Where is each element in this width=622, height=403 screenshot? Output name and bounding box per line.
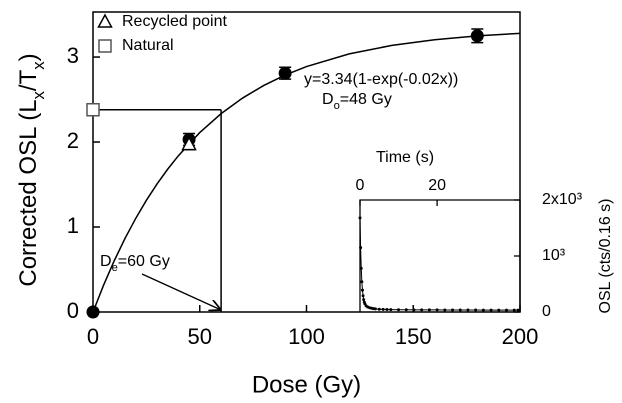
legend-label: Recycled point	[122, 13, 228, 30]
point	[278, 66, 292, 80]
decay-point	[497, 308, 501, 312]
y-tick-label: 0	[67, 298, 79, 323]
decay-point	[359, 246, 363, 250]
x-tick-label: 200	[502, 324, 539, 349]
decay-line	[359, 217, 519, 311]
decay-point	[385, 307, 389, 311]
point	[181, 136, 197, 151]
decay-point	[505, 308, 509, 312]
inset-x-tick-label: 0	[356, 177, 365, 194]
decay-point	[512, 308, 516, 312]
decay-point	[451, 308, 455, 312]
decay-point	[489, 308, 493, 312]
inset-frame	[359, 199, 521, 312]
decay-point	[381, 307, 385, 311]
y-tick-label: 3	[67, 43, 79, 68]
inset-x-title: Time (s)	[376, 149, 434, 166]
point	[86, 305, 100, 319]
text-part: =48 Gy	[340, 91, 392, 108]
decay-point	[516, 308, 520, 312]
de-arrow	[141, 273, 221, 310]
text-part: D	[322, 91, 334, 108]
decay-point	[435, 308, 439, 312]
decay-point	[404, 308, 408, 312]
inset-y-tick-label: 0	[542, 303, 551, 320]
legend-label: Natural	[122, 37, 174, 54]
decay-point	[466, 308, 470, 312]
inset-y-tick-label: 10³	[542, 247, 566, 264]
decay-point	[420, 308, 424, 312]
decay-point	[361, 294, 365, 298]
text-part: D	[100, 253, 112, 270]
fit-label: y=3.34(1-exp(-0.02x))	[304, 71, 458, 88]
fit-curve	[92, 32, 521, 313]
decay-point	[443, 308, 447, 312]
x-tick-label: 0	[87, 324, 99, 349]
do-label: Do=48 Gy	[322, 91, 392, 112]
y-axis-title: Corrected OSL (Lx/Tx)	[15, 53, 48, 286]
decay-point	[377, 307, 381, 311]
text-part: Corrected OSL (L	[15, 99, 42, 286]
legend-marker	[97, 13, 113, 28]
text-part: =60 Gy	[118, 253, 170, 270]
decay-point	[362, 298, 366, 302]
point	[470, 29, 484, 43]
decay-point	[427, 308, 431, 312]
decay-point	[458, 308, 462, 312]
decay-point	[412, 308, 416, 312]
text-part: )	[15, 53, 42, 61]
inset-y-tick-label: 2x10³	[542, 191, 583, 208]
decay-point	[373, 307, 377, 311]
decay-point	[389, 308, 393, 312]
subscript: x	[29, 90, 48, 99]
decay-point	[358, 216, 362, 220]
text-part: /T	[15, 69, 42, 91]
x-axis-title: Dose (Gy)	[252, 371, 361, 398]
inset-x-tick-label: 20	[428, 177, 446, 194]
x-tick-label: 50	[188, 324, 212, 349]
y-tick-label: 2	[67, 128, 79, 153]
decay-point	[360, 280, 364, 284]
decay-point	[359, 266, 363, 270]
decay-point	[360, 288, 364, 292]
x-tick-label: 100	[288, 324, 325, 349]
decay-point	[481, 308, 485, 312]
y-tick-label: 1	[67, 213, 79, 238]
x-tick-label: 150	[395, 324, 432, 349]
inset-y-title: OSL (cts/0.16 s)	[597, 199, 614, 314]
legend-marker	[98, 39, 112, 53]
decay-point	[474, 308, 478, 312]
point	[86, 102, 100, 117]
subscript: o	[334, 100, 340, 112]
de-label: De=60 Gy	[100, 253, 170, 274]
decay-point	[397, 308, 401, 312]
subscript: x	[29, 61, 48, 70]
subscript: e	[112, 262, 118, 274]
